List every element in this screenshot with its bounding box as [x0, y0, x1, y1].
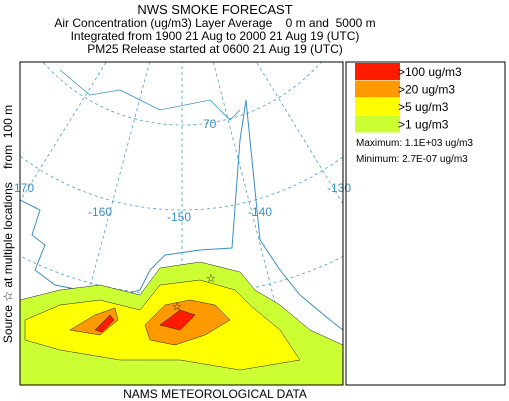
longitude-label: -150 [167, 210, 191, 224]
legend-swatch [355, 115, 400, 133]
legend-swatch [355, 63, 400, 80]
coastline [59, 69, 241, 121]
legend-label: >100 ug/m3 [398, 65, 462, 79]
minimum: Minimum: 2.7E-07 ug/m3 [356, 154, 468, 165]
subtitle: Integrated from 1900 21 Aug to 2000 21 A… [71, 29, 360, 43]
legend-label: >1 ug/m3 [398, 118, 449, 132]
longitude-label: -170 [10, 181, 34, 195]
map-frame [19, 61, 344, 386]
side-label: Source ☆ at multiple locations from 100 … [1, 105, 15, 343]
legend-label: >5 ug/m3 [398, 100, 449, 114]
legend-label: >20 ug/m3 [398, 83, 455, 97]
legend: >100 ug/m3 >20 ug/m3 >5 ug/m3 >1 ug/m3 [355, 63, 462, 133]
subtitle: PM25 Release started at 0600 21 Aug 19 (… [87, 42, 342, 56]
longitude-label: -130 [327, 181, 351, 195]
source-marker: ☆ [206, 273, 216, 285]
longitude-label: -160 [88, 205, 112, 219]
legend-frame [345, 61, 506, 386]
subtitle: Air Concentration (ug/m3) Layer Average … [54, 16, 375, 30]
legend-swatch [355, 98, 400, 115]
title: NWS SMOKE FORECAST [137, 2, 292, 17]
legend-swatch [355, 80, 400, 98]
maximum: Maximum: 1.1E+03 ug/m3 [356, 138, 473, 149]
footer: NAMS METEOROLOGICAL DATA [123, 387, 307, 401]
smoke-area [69, 299, 231, 346]
latitude-label: 70 [203, 117, 217, 131]
source-marker: ☆ [172, 301, 182, 313]
longitude-label: -140 [248, 205, 272, 219]
smoke-area [94, 309, 196, 333]
